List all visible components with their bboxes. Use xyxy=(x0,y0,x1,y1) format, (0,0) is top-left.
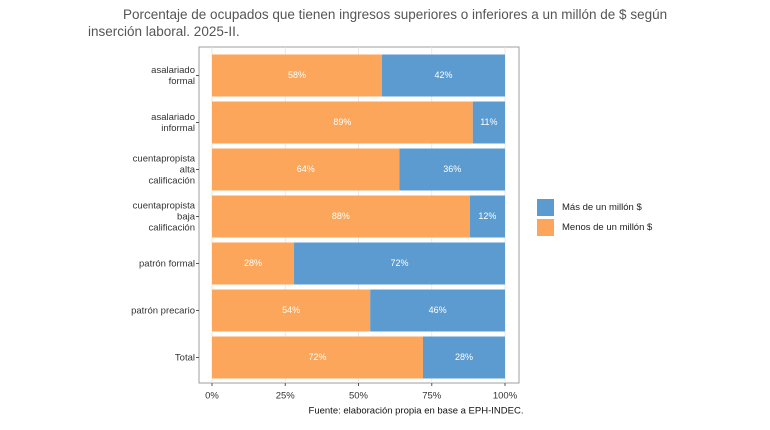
bar-segment xyxy=(212,242,295,285)
bar-segment xyxy=(212,101,473,144)
value-label: 28% xyxy=(244,258,262,268)
value-label: 72% xyxy=(391,258,409,268)
value-label: 54% xyxy=(282,305,300,315)
y-tick-label: asalariado informal xyxy=(151,112,195,134)
bar-segment xyxy=(370,289,505,332)
value-label: 89% xyxy=(333,117,351,127)
y-tick-label: patrón precario xyxy=(131,305,195,316)
value-label: 64% xyxy=(297,164,315,174)
bar-segment xyxy=(472,101,505,144)
x-tick-label: 100% xyxy=(493,391,518,402)
legend-label: Menos de un millón $ xyxy=(562,222,653,233)
value-label: 12% xyxy=(478,211,496,221)
bar-segment xyxy=(212,289,371,332)
y-tick-label: cuentapropista alta calificación xyxy=(133,153,196,186)
bar-segment xyxy=(422,336,505,379)
x-tick-label: 75% xyxy=(422,391,442,402)
chart-title: Porcentaje de ocupados que tienen ingres… xyxy=(88,7,668,39)
bar-segment xyxy=(212,54,382,97)
value-label: 58% xyxy=(288,70,306,80)
value-label: 46% xyxy=(429,305,447,315)
value-label: 42% xyxy=(434,70,452,80)
bar-segment xyxy=(212,148,400,191)
value-label: 88% xyxy=(332,211,350,221)
x-tick-label: 25% xyxy=(276,391,296,402)
legend-label: Más de un millón $ xyxy=(562,202,642,213)
value-label: 72% xyxy=(308,352,326,362)
bar-segment xyxy=(212,336,423,379)
bar-segment xyxy=(381,54,505,97)
value-label: 11% xyxy=(480,117,497,127)
legend-swatch xyxy=(537,199,554,216)
legend-swatch xyxy=(537,219,554,236)
bar-segment xyxy=(294,242,505,285)
value-label: 36% xyxy=(443,164,461,174)
y-tick-label: Total xyxy=(175,352,195,363)
x-tick-label: 0% xyxy=(205,391,219,402)
bar-segment xyxy=(212,195,470,238)
value-label: 28% xyxy=(455,352,473,362)
bar-segment xyxy=(469,195,505,238)
x-tick-label: 50% xyxy=(349,391,369,402)
y-tick-label: patrón formal xyxy=(139,258,195,269)
y-tick-label: asalariado formal xyxy=(151,65,195,87)
y-tick-label: cuentapropista baja calificación xyxy=(133,200,196,233)
source-note: Fuente: elaboración propia en base a EPH… xyxy=(309,406,524,417)
bar-segment xyxy=(399,148,505,191)
